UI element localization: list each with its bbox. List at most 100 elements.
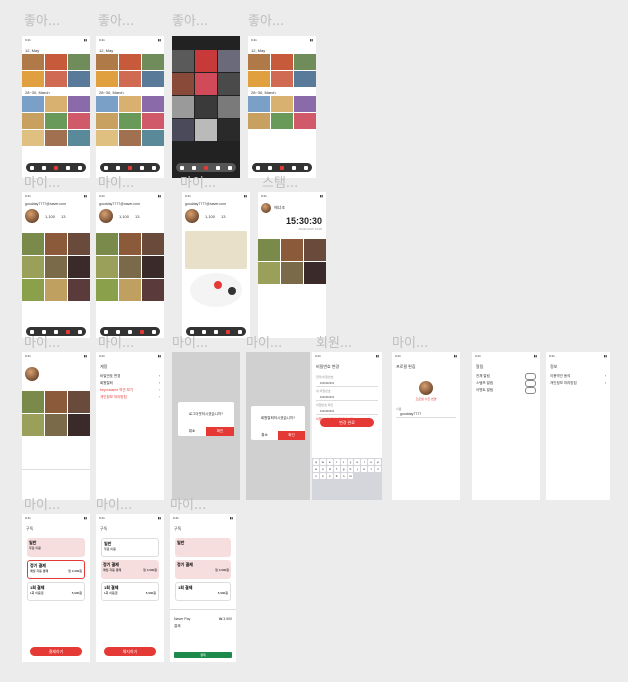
- cancel-subscription-button[interactable]: 해지하기: [104, 647, 156, 656]
- avatar: [99, 209, 113, 223]
- photo-grid[interactable]: [96, 96, 164, 146]
- plan-card[interactable]: 일반: [175, 538, 231, 557]
- cancel-button[interactable]: 취소: [261, 433, 268, 437]
- post-count: 1,100: [119, 213, 130, 219]
- key[interactable]: z: [375, 466, 381, 472]
- pay-button[interactable]: 결제하기: [30, 647, 82, 656]
- key[interactable]: h: [347, 466, 354, 472]
- key[interactable]: k: [361, 466, 368, 472]
- cancel-button[interactable]: 취소: [188, 429, 196, 433]
- bottom-nav[interactable]: [100, 327, 160, 336]
- settings-item[interactable]: beyondame 약관 보기 ›: [100, 388, 160, 392]
- screen-label: 마이...: [96, 498, 133, 513]
- change-photo-link[interactable]: 프로필 사진 변경: [415, 397, 437, 401]
- key[interactable]: d: [326, 466, 333, 472]
- settings-item[interactable]: 개인정보 처리방침 ›: [100, 395, 160, 399]
- key[interactable]: x: [313, 473, 319, 479]
- key[interactable]: r: [333, 459, 340, 465]
- page-title: 비밀번호 변경: [316, 364, 340, 369]
- alarm-item[interactable]: 스탬프 알림: [472, 380, 540, 387]
- bottom-nav[interactable]: [26, 327, 86, 336]
- screen-label: 좋아...: [248, 14, 285, 29]
- stamp-detail-screen: 9:41 ▮▮ 에너조 15:30:30 2024/12/25 14:05: [258, 192, 326, 338]
- key[interactable]: m: [347, 473, 354, 479]
- confirm-button[interactable]: 확인: [206, 427, 234, 436]
- stamp-photo[interactable]: [185, 231, 247, 269]
- key[interactable]: p: [375, 459, 381, 465]
- key[interactable]: s: [319, 466, 326, 472]
- field-label: 현재 비밀번호: [316, 375, 334, 379]
- plan-card[interactable]: 1회 결제 1회 이용권 5,900원: [27, 582, 85, 601]
- key[interactable]: a: [313, 466, 319, 472]
- post-count: 1,100: [45, 213, 56, 219]
- current-password-field[interactable]: ••••••••••: [316, 379, 378, 387]
- photo-grid[interactable]: [22, 54, 90, 87]
- key[interactable]: l: [368, 466, 375, 472]
- key[interactable]: u: [354, 459, 361, 465]
- bottom-nav[interactable]: [26, 163, 86, 172]
- alarm-item[interactable]: 이벤트 알림: [472, 387, 540, 394]
- payment-screen: 9:41 ▮▮ 구독 일반 정기 결제 월 3,900원 1회 결제 5,900원 N…: [170, 514, 236, 662]
- status-time: 9:41: [99, 194, 105, 198]
- key[interactable]: t: [340, 459, 347, 465]
- page-title: 프로필 편집: [396, 364, 416, 369]
- plan-card[interactable]: 정기 결제 매월 자동 결제 월 3,900원: [27, 560, 85, 579]
- key[interactable]: o: [368, 459, 375, 465]
- payment-total: 결제: [174, 624, 181, 628]
- profile-screen: 9:41 ▮▮ goodday7777@naver.com 1,100 13: [96, 192, 164, 338]
- bottom-nav[interactable]: [186, 327, 246, 336]
- bottom-nav[interactable]: [252, 163, 312, 172]
- confirm-password-field[interactable]: ••••••••••: [316, 407, 378, 415]
- settings-item[interactable]: 회원탈퇴 ›: [100, 381, 160, 385]
- confirm-button[interactable]: 확인: [278, 431, 305, 440]
- new-password-field[interactable]: ••••••••••: [316, 393, 378, 401]
- key[interactable]: i: [361, 459, 368, 465]
- key[interactable]: w: [319, 459, 326, 465]
- bottom-nav[interactable]: [100, 163, 160, 172]
- key[interactable]: y: [347, 459, 354, 465]
- plan-card[interactable]: 1회 결제 1회 이용권 5,900원: [101, 582, 159, 601]
- logout-modal-screen: 로그아웃하시겠습니까? 취소 확인: [172, 352, 240, 500]
- key[interactable]: e: [326, 459, 333, 465]
- photo-grid[interactable]: [258, 239, 326, 284]
- photo-grid[interactable]: [248, 54, 316, 87]
- alarm-item[interactable]: 전체 알림: [472, 373, 540, 380]
- photo-grid[interactable]: [22, 391, 90, 436]
- photo-grid[interactable]: [96, 233, 164, 301]
- bottom-sheet[interactable]: [22, 469, 90, 500]
- toggle-switch: [525, 387, 536, 394]
- plan-card[interactable]: 정기 결제 월 3,900원: [175, 560, 231, 579]
- key[interactable]: v: [326, 473, 333, 479]
- key[interactable]: j: [354, 466, 361, 472]
- plan-card[interactable]: 일반 무료 이용: [101, 538, 159, 557]
- key[interactable]: n: [340, 473, 347, 479]
- bottom-nav[interactable]: [176, 163, 236, 172]
- photo-grid[interactable]: [172, 50, 240, 141]
- screen-label: 마이...: [24, 336, 61, 351]
- plan-card[interactable]: 1회 결제 5,900원: [175, 582, 231, 601]
- settings-item[interactable]: 비밀번호 변경 ›: [100, 374, 160, 378]
- key[interactable]: f: [333, 466, 340, 472]
- key[interactable]: q: [313, 459, 319, 465]
- status-time: 9:41: [25, 38, 31, 42]
- photo-grid[interactable]: [248, 96, 316, 129]
- name-field[interactable]: goodday7777: [396, 411, 456, 418]
- info-item[interactable]: 개인정보 처리방침 ›: [550, 381, 606, 385]
- payment-method[interactable]: Naver Pay ₩ 3,900: [174, 617, 232, 621]
- plan-card[interactable]: 일반 무료 이용: [27, 538, 85, 557]
- key[interactable]: b: [333, 473, 340, 479]
- key[interactable]: c: [319, 473, 326, 479]
- pay-confirm-button[interactable]: 결제: [174, 652, 232, 658]
- submit-button[interactable]: 변경 완료: [320, 418, 374, 427]
- plan-card[interactable]: 정기 결제 매월 자동 결제 월 3,900원: [101, 560, 159, 579]
- avatar[interactable]: [419, 381, 433, 395]
- key[interactable]: g: [340, 466, 347, 472]
- stamp-wheel[interactable]: [190, 273, 242, 307]
- photo-grid[interactable]: [22, 96, 90, 146]
- avatar: [25, 367, 39, 381]
- photo-grid[interactable]: [22, 233, 90, 301]
- status-time: 9:41: [173, 516, 179, 520]
- photo-grid[interactable]: [96, 54, 164, 87]
- info-item[interactable]: 이용약관 동의 ›: [550, 374, 606, 378]
